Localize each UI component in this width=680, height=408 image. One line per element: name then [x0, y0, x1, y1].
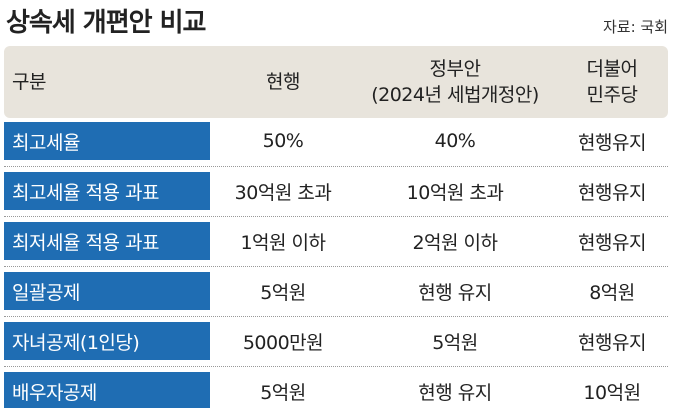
table-cell: 30억원 초과: [234, 181, 332, 204]
table-cell: 현행유지: [578, 181, 646, 204]
table-cell: 5억원: [260, 281, 306, 304]
header-text: 민주당: [586, 84, 638, 106]
row-label: 배우자공제: [4, 372, 210, 408]
table-cell: 5억원: [260, 381, 306, 404]
table-cell: 5억원: [432, 331, 478, 354]
row-separator: [4, 316, 668, 317]
header-text: 정부안: [429, 58, 481, 80]
header-text: 구분: [12, 71, 46, 93]
table-cell: 현행 유지: [418, 381, 492, 404]
header-cell: 구분: [12, 46, 192, 118]
table-cell: 현행 유지: [418, 281, 492, 304]
row-label: 최저세율 적용 과표: [4, 222, 210, 260]
source: 자료: 국회: [602, 18, 668, 36]
header-text: 더불어: [586, 58, 638, 80]
row-separator: [4, 216, 668, 217]
row-label: 일괄공제: [4, 272, 210, 310]
table-cell: 40%: [434, 130, 476, 152]
table-cell: 현행유지: [578, 331, 646, 354]
row-separator: [4, 366, 668, 367]
header-band: [4, 46, 668, 118]
title: 상속세 개편안 비교: [6, 8, 206, 38]
table-cell: 10억원 초과: [406, 181, 504, 204]
row-separator: [4, 266, 668, 267]
table-cell: 현행유지: [578, 231, 646, 254]
row-label: 자녀공제(1인당): [4, 322, 210, 360]
table-cell: 10억원: [583, 381, 641, 404]
header-text: 현행: [266, 71, 300, 93]
row-label: 최고세율 적용 과표: [4, 172, 210, 210]
table-cell: 5000만원: [242, 331, 324, 354]
header-text: (2024년 세법개정안): [371, 84, 539, 106]
table-cell: 2억원 이하: [412, 231, 498, 254]
table-cell: 1억원 이하: [240, 231, 326, 254]
row-label: 최고세율: [4, 122, 210, 160]
row-separator: [4, 166, 668, 167]
table-cell: 현행유지: [578, 131, 646, 154]
header-cell: 정부안 (2024년 세법개정안): [355, 46, 555, 118]
table-cell: 50%: [262, 130, 304, 152]
table-cell: 8억원: [589, 281, 635, 304]
header-cell: 현행: [208, 46, 358, 118]
